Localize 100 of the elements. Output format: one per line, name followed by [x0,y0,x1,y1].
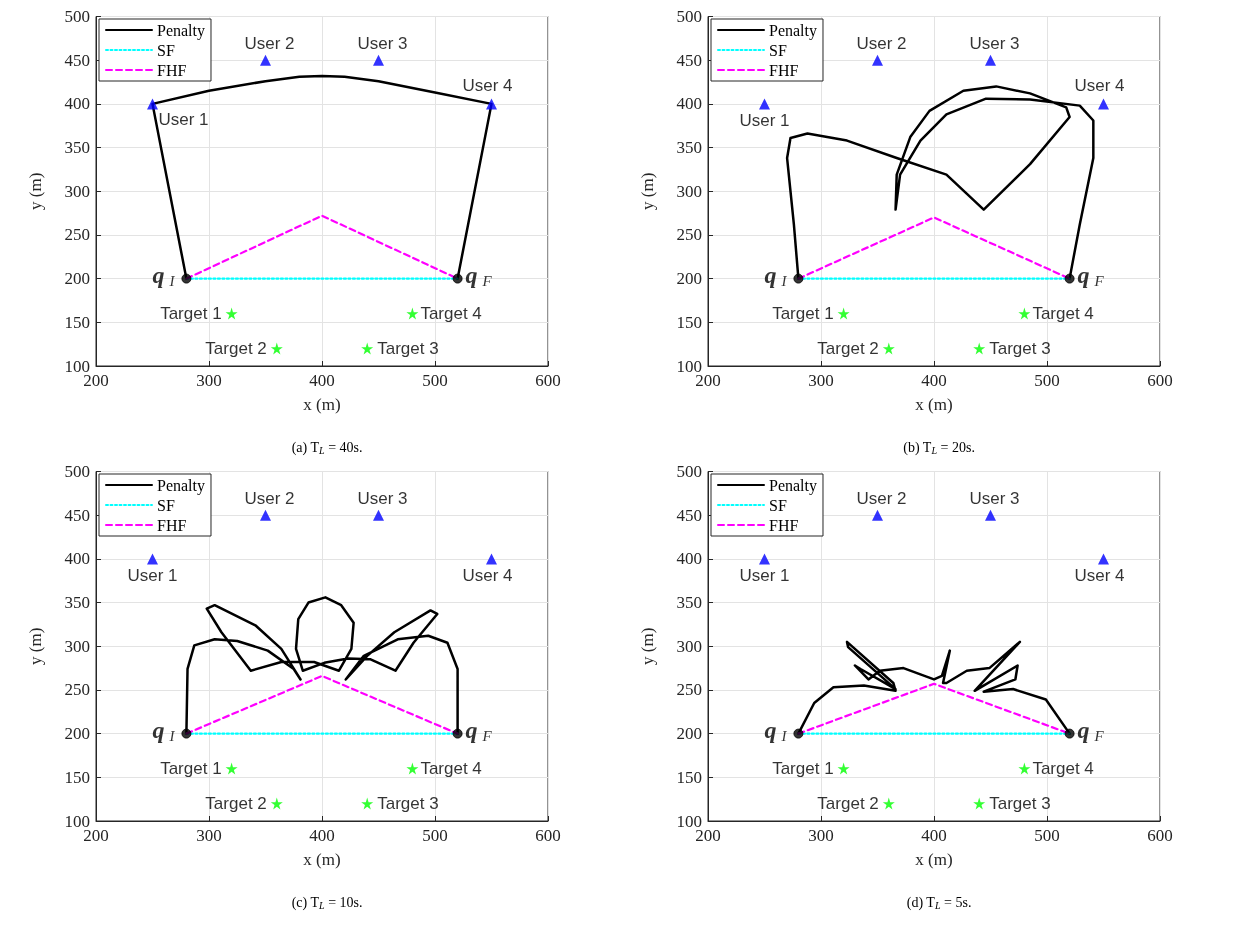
point [872,54,883,66]
x-tick-label: 500 [422,826,448,845]
annotation: Target 4 [420,304,482,324]
legend-label: Penalty [769,21,817,40]
legend-label: SF [157,496,175,514]
x-tick-label: 400 [309,371,335,390]
point [270,797,283,810]
y-tick-label: 500 [64,7,90,26]
point [882,342,895,355]
point [1064,728,1075,739]
annotation: Target 1 [772,304,834,324]
point [406,762,419,775]
y-tick-label: 450 [676,50,702,70]
legend-label: SF [769,496,787,514]
y-axis-title: y (m) [26,172,45,210]
y-tick-label: 150 [64,312,90,332]
x-tick-label: 600 [1147,371,1173,390]
annotation: User 4 [1074,565,1125,585]
annotation: User 2 [856,489,907,509]
point [373,54,384,66]
point [147,98,158,110]
legend-label: FHF [769,516,799,534]
y-tick-label: 200 [64,724,90,744]
y-tick-label: 500 [676,462,702,481]
point [452,273,463,284]
x-tick-label: 400 [921,826,947,845]
annotation: Target 3 [989,794,1051,814]
point [270,342,283,355]
annotation: User 4 [462,565,513,585]
y-axis-title: y (m) [638,172,657,210]
legend-label: FHF [157,516,187,534]
x-axis-title: x (m) [303,395,341,414]
annotation: Target 1 [772,759,834,779]
annotation: Target 3 [989,339,1051,359]
x-axis-title: x (m) [915,850,953,869]
x-tick-label: 300 [808,826,834,845]
y-tick-label: 500 [676,7,702,26]
point [486,553,497,565]
x-tick-label: 300 [196,371,222,390]
annotation: User 2 [244,34,295,54]
point [260,509,271,521]
annotation: User 1 [739,110,790,130]
y-tick-label: 300 [676,636,702,656]
point [837,307,850,320]
annotation: Target 2 [205,794,267,814]
y-tick-label: 250 [64,225,90,245]
annotation: User 2 [856,34,907,54]
y-tick-label: 150 [64,767,90,787]
x-tick-label: 600 [535,826,561,845]
annotation: Target 4 [420,759,482,779]
annotation: Target 3 [377,339,439,359]
legend-label: Penalty [157,476,205,495]
annotation: User 3 [969,489,1020,509]
y-tick-label: 250 [676,680,702,700]
annotation: User 1 [739,565,790,585]
point [486,98,497,110]
legend-label: SF [769,41,787,59]
x-tick-label: 600 [1147,826,1173,845]
y-tick-label: 350 [64,138,90,158]
y-tick-label: 350 [676,138,702,158]
y-tick-label: 400 [64,549,90,569]
x-tick-label: 600 [535,371,561,390]
x-tick-label: 300 [196,826,222,845]
y-tick-label: 350 [64,593,90,613]
x-tick-label: 500 [1034,371,1060,390]
point [793,728,804,739]
point [181,273,192,284]
y-tick-label: 350 [676,593,702,613]
y-tick-label: 200 [64,269,90,289]
x-axis-title: x (m) [915,395,953,414]
y-tick-label: 400 [676,94,702,114]
y-tick-label: 500 [64,462,90,481]
x-tick-label: 500 [1034,826,1060,845]
annotation: User 4 [1074,75,1125,95]
legend-label: Penalty [769,476,817,495]
legend-label: SF [157,41,175,59]
y-tick-label: 200 [676,724,702,744]
annotation: User 1 [158,110,209,130]
annotation: User 1 [127,565,178,585]
annotation: Target 1 [160,304,222,324]
annotation: Target 4 [1032,304,1094,324]
y-tick-label: 250 [64,680,90,700]
x-tick-label: 300 [808,371,834,390]
point [181,728,192,739]
y-tick-label: 300 [676,181,702,201]
point [793,273,804,284]
point [406,307,419,320]
annotation: Target 1 [160,759,222,779]
y-tick-label: 300 [64,181,90,201]
x-tick-label: 400 [309,826,335,845]
y-tick-label: 450 [676,505,702,525]
x-tick-label: 400 [921,371,947,390]
point [225,762,238,775]
point [985,509,996,521]
point [973,342,986,355]
annotation: Target 4 [1032,759,1094,779]
y-tick-label: 300 [64,636,90,656]
point [373,509,384,521]
point [759,553,770,565]
point [1018,307,1031,320]
